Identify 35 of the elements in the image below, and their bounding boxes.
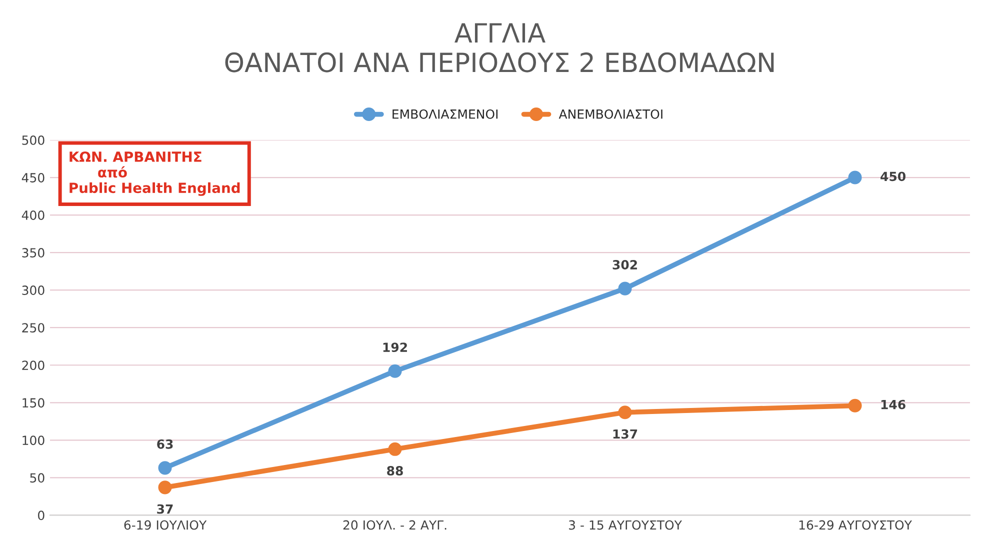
point <box>618 282 632 296</box>
y-tick-label: 200 <box>22 360 44 370</box>
data-label: 450 <box>880 172 906 182</box>
y-tick-label: 250 <box>22 323 44 333</box>
x-tick-label: 20 ΙΟΥΛ. - 2 ΑΥΓ. <box>343 520 446 530</box>
point <box>158 480 172 494</box>
data-label: 88 <box>387 466 403 476</box>
data-label: 146 <box>881 400 906 410</box>
y-tick-label: 350 <box>22 248 44 258</box>
x-tick-label: 6-19 ΙΟΥΛΙΟΥ <box>124 520 207 530</box>
y-tick-label: 100 <box>22 436 44 446</box>
x-tick-label: 3 - 15 ΑΥΓΟΥΣΤΟΥ <box>568 520 682 530</box>
legend-label: ΑΝΕΜΒΟΛΙΑΣΤΟΙ <box>558 109 662 119</box>
y-tick-label: 300 <box>22 286 44 296</box>
y-tick-label: 450 <box>22 172 44 182</box>
point <box>848 398 862 412</box>
data-label: 37 <box>157 504 173 514</box>
annotation: ΚΩΝ. ΑΡΒΑΝΙΤΗΣ από Public Health England <box>70 152 240 196</box>
y-tick-label: 50 <box>30 473 44 483</box>
x-tick-label: 16-29 ΑΥΓΟΥΣΤΟΥ <box>799 520 912 530</box>
data-label: 137 <box>613 429 638 439</box>
point <box>158 461 172 475</box>
y-tick-label: 400 <box>22 210 44 220</box>
y-tick-label: 150 <box>22 398 44 408</box>
point <box>388 364 402 378</box>
point <box>388 442 402 456</box>
data-label: 63 <box>157 439 173 449</box>
chart-title: ΑΓΓΛΙΑ ΘΑΝΑΤΟΙ ΑΝΑ ΠΕΡΙΟΔΟΥΣ 2 ΕΒΔΟΜΑΔΩΝ <box>225 23 774 72</box>
legend-label: ΕΜΒΟΛΙΑΣΜΕΝΟΙ <box>392 109 498 119</box>
data-label: 302 <box>612 260 637 270</box>
point <box>618 406 632 420</box>
y-tick-label: 500 <box>22 135 44 145</box>
y-tick-label: 0 <box>38 510 44 520</box>
data-label: 192 <box>383 342 407 352</box>
point <box>848 170 862 184</box>
